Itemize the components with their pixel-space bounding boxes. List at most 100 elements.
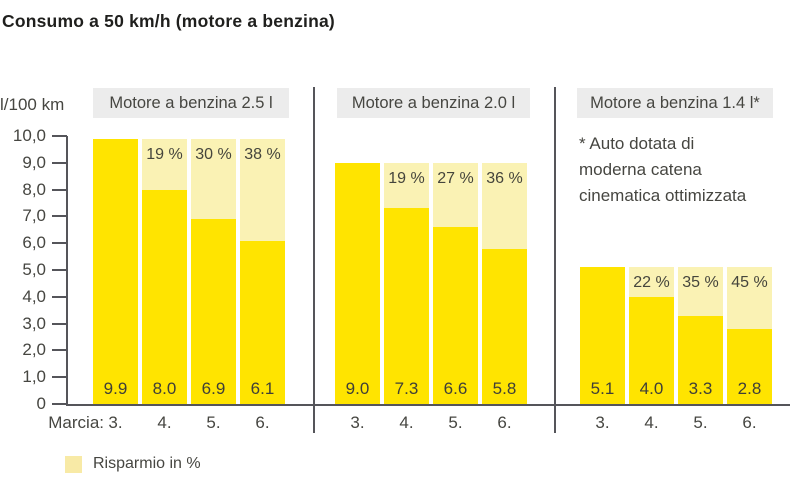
legend-label: Risparmio in % — [93, 455, 201, 472]
bar-fill — [580, 267, 625, 404]
y-tick-label: 10,0 — [12, 126, 46, 145]
gear-label: 6. — [742, 413, 757, 432]
y-tick-mark — [52, 349, 67, 352]
y-tick-mark — [52, 376, 67, 379]
saving-percent-label: 30 % — [195, 146, 232, 163]
y-tick-label: 0 — [36, 394, 46, 413]
y-tick-mark — [52, 135, 67, 137]
bar-fill — [433, 227, 478, 404]
bar-column: 35 % 3.3 — [678, 267, 723, 404]
gear-label: 4. — [644, 413, 659, 432]
bar-group: 5.1 22 % 4.0 35 % 3.3 45 % 2.8 — [580, 136, 772, 404]
bar-column: 9.0 — [335, 163, 380, 404]
bar-value-label: 6.6 — [443, 379, 468, 398]
y-tick-mark — [52, 295, 67, 298]
saving-percent-label: 35 % — [682, 274, 719, 291]
bar-fill — [335, 163, 380, 404]
bar-column: 45 % 2.8 — [727, 267, 772, 404]
saving-percent-label: 19 % — [146, 146, 183, 163]
bar-value-label: 9.0 — [345, 379, 370, 398]
bar-value-label: 5.1 — [590, 379, 615, 398]
gear-label: 4. — [399, 413, 414, 432]
saving-percent-label: 38 % — [244, 146, 281, 163]
bar-fill — [678, 316, 723, 404]
gear-label: 3. — [595, 413, 610, 432]
bar-fill — [142, 190, 187, 404]
y-tick-mark — [52, 161, 67, 164]
saving-percent-label: 22 % — [633, 274, 670, 291]
y-tick-label: 7,0 — [22, 206, 46, 226]
y-tick-label: 4,0 — [22, 286, 46, 306]
y-tick-mark — [52, 242, 67, 245]
bar-value-label: 4.0 — [639, 379, 664, 398]
x-axis-baseline — [66, 404, 790, 406]
group-header-1-4l: Motore a benzina 1.4 l* — [577, 88, 773, 118]
footnote-line: * Auto dotata di — [579, 134, 695, 153]
x-axis-prefix-label: Marcia: — [48, 413, 104, 432]
bar-column: 19 % 8.0 — [142, 139, 187, 404]
legend-swatch — [65, 455, 82, 473]
x-label-row: 3. 4. 5. 6. — [335, 413, 527, 433]
bar-column: 27 % 6.6 — [433, 163, 478, 404]
bar-value-label: 7.3 — [394, 379, 419, 398]
gear-label: 5. — [448, 413, 463, 432]
group-divider-line — [313, 87, 315, 433]
gear-label: 3. — [350, 413, 365, 432]
saving-percent-label: 45 % — [731, 274, 768, 291]
bar-value-label: 5.8 — [492, 379, 517, 398]
bar-fill — [240, 241, 285, 404]
bar-value-label: 2.8 — [737, 379, 762, 398]
saving-percent-label: 27 % — [437, 170, 474, 187]
y-tick-label: 5,0 — [22, 260, 46, 279]
y-tick-mark — [52, 322, 67, 325]
x-label-row: 3. 4. 5. 6. — [580, 413, 772, 433]
y-tick-label: 6,0 — [22, 233, 46, 253]
bar-column: 5.1 — [580, 267, 625, 404]
bar-fill — [727, 329, 772, 404]
y-tick-mark — [52, 215, 67, 218]
group-header-2-0l: Motore a benzina 2.0 l — [337, 88, 530, 118]
y-tick-label: 1,0 — [22, 367, 46, 387]
y-tick-mark — [52, 188, 67, 191]
y-tick-mark — [52, 269, 67, 271]
legend: Risparmio in % — [65, 455, 201, 473]
bar-column: 19 % 7.3 — [384, 163, 429, 404]
bar-value-label: 6.9 — [201, 379, 226, 398]
bar-fill — [482, 249, 527, 404]
gear-label: 4. — [157, 413, 172, 432]
y-axis-line — [66, 136, 68, 406]
gear-label: 6. — [497, 413, 512, 432]
x-label-row: 3. 4. 5. 6. — [93, 413, 285, 433]
footnote: * Auto dotata di moderna catena cinemati… — [579, 131, 746, 209]
bar-value-label: 9.9 — [103, 379, 128, 398]
gear-label: 5. — [693, 413, 708, 432]
saving-percent-label: 19 % — [388, 170, 425, 187]
bar-column: 22 % 4.0 — [629, 267, 674, 404]
bar-column: 30 % 6.9 — [191, 139, 236, 404]
bar-fill — [93, 139, 138, 404]
y-tick-mark — [52, 403, 67, 405]
bar-group: 9.0 19 % 7.3 27 % 6.6 36 % 5.8 — [335, 136, 527, 404]
y-tick-label: 2,0 — [22, 340, 46, 360]
bar-column: 36 % 5.8 — [482, 163, 527, 404]
y-tick-label: 9,0 — [22, 152, 46, 172]
y-tick-label: 8,0 — [22, 179, 46, 199]
group-divider-line — [554, 87, 556, 433]
y-tick-label: 3,0 — [22, 313, 46, 333]
saving-percent-label: 36 % — [486, 170, 523, 187]
bar-fill — [384, 208, 429, 404]
bar-value-label: 6.1 — [250, 379, 275, 398]
bar-column: 9.9 — [93, 139, 138, 404]
bar-fill — [629, 297, 674, 404]
bar-value-label: 8.0 — [152, 379, 177, 398]
bar-group: 9.9 19 % 8.0 30 % 6.9 38 % 6.1 — [93, 136, 285, 404]
gear-label: 6. — [255, 413, 270, 432]
gear-label: 3. — [108, 413, 123, 432]
bar-fill — [191, 219, 236, 404]
chart-title: Consumo a 50 km/h (motore a benzina) — [2, 11, 335, 31]
y-axis-unit-label: l/100 km — [0, 95, 65, 114]
group-header-2-5l: Motore a benzina 2.5 l — [93, 88, 289, 118]
bar-column: 38 % 6.1 — [240, 139, 285, 404]
bar-value-label: 3.3 — [688, 379, 713, 398]
